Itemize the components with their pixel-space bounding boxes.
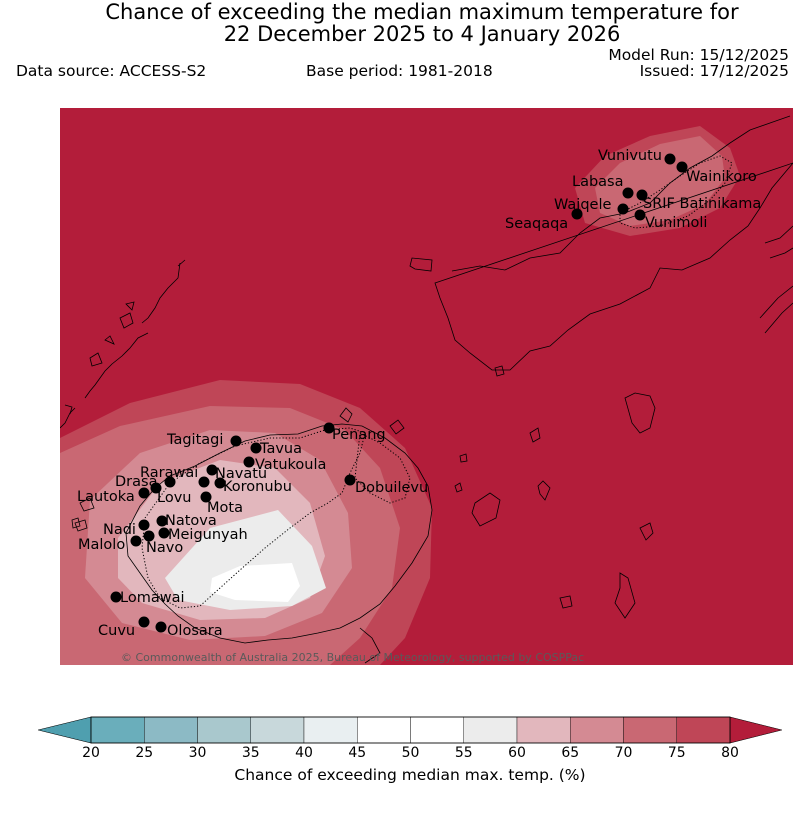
- colorbar-over-arrow: [729, 716, 782, 744]
- station-marker-mota[interactable]: [200, 491, 212, 503]
- station-marker-malolo[interactable]: [130, 535, 142, 547]
- station-label-dobuilevu: Dobuilevu: [355, 480, 428, 496]
- colorbar-segment: [410, 716, 464, 744]
- station-marker-rarawai[interactable]: [206, 464, 218, 476]
- colorbar-segment: [144, 716, 198, 744]
- coastlines: [60, 115, 793, 664]
- station-marker-meigunyah[interactable]: [158, 527, 170, 539]
- station-marker-vunivutu[interactable]: [664, 153, 676, 165]
- station-label-natova: Natova: [165, 513, 217, 529]
- colorbar-tick-label: 80: [721, 745, 739, 761]
- colorbar-segment: [676, 716, 731, 744]
- station-marker-olosara[interactable]: [155, 621, 167, 633]
- colorbar-tick-label: 30: [188, 745, 207, 761]
- station-label-rarawai: Rarawai: [140, 465, 198, 481]
- station-label-wainikoro: Wainikoro: [686, 169, 757, 185]
- station-label-lovu: Lovu: [157, 490, 191, 506]
- station-marker-tagitagi[interactable]: [230, 435, 242, 447]
- station-label-navo: Navo: [146, 540, 183, 556]
- station-label-mota: Mota: [207, 500, 243, 516]
- colorbar: [38, 716, 782, 744]
- station-label-olosara: Olosara: [167, 623, 223, 639]
- contour-70-north: [595, 136, 725, 226]
- map-title-line-2: 22 December 2025 to 4 January 2026: [223, 22, 621, 46]
- station-marker-lomawai[interactable]: [110, 591, 122, 603]
- station-marker-srif-batinikama[interactable]: [636, 189, 648, 201]
- station-marker-labasa[interactable]: [622, 187, 634, 199]
- colorbar-tick-label: 20: [82, 745, 100, 761]
- colorbar-tick-label: 50: [401, 745, 420, 761]
- colorbar-segment: [303, 716, 358, 744]
- probability-map: Vunivutu Wainikoro Labasa Waiqele SRIF B…: [60, 108, 793, 665]
- stations: Vunivutu Wainikoro Labasa Waiqele SRIF B…: [77, 148, 761, 639]
- colorbar-segment: [250, 716, 305, 744]
- district-boundaries: [141, 155, 733, 609]
- station-marker-lovu[interactable]: [138, 487, 150, 499]
- colorbar-segment: [197, 716, 251, 744]
- station-label-tavua: Tavua: [259, 441, 302, 457]
- station-label-penang: Penang: [332, 427, 386, 443]
- station-label-lautoka: Lautoka: [77, 489, 135, 505]
- station-label-seaqaqa: Seaqaqa: [505, 216, 568, 232]
- colorbar-tick-label: 35: [241, 745, 260, 761]
- colorbar-tick-label: 75: [667, 745, 686, 761]
- colorbar-tick-label: 65: [561, 745, 580, 761]
- station-label-vatukoula: Vatukoula: [255, 457, 326, 473]
- issued-label: Issued: 17/12/2025: [639, 62, 789, 80]
- station-marker-navo[interactable]: [143, 530, 155, 542]
- station-label-labasa: Labasa: [572, 174, 624, 190]
- station-marker-vatukoula[interactable]: [243, 456, 255, 468]
- station-marker-koronubu[interactable]: [214, 477, 226, 489]
- station-marker-natova[interactable]: [156, 515, 168, 527]
- data-source-label: Data source: ACCESS-S2: [16, 62, 207, 80]
- station-marker-nadi[interactable]: [138, 519, 150, 531]
- station-label-malolo: Malolo: [78, 537, 125, 553]
- colorbar-outline: [90, 716, 731, 744]
- station-label-tagitagi: Tagitagi: [166, 432, 223, 448]
- colorbar-label: Chance of exceeding median max. temp. (%…: [234, 766, 586, 784]
- map-title-line-1: Chance of exceeding the median maximum t…: [105, 0, 739, 24]
- colorbar-tick-label: 70: [614, 745, 633, 761]
- colorbar-tick-label: 55: [454, 745, 473, 761]
- station-marker-wainikoro[interactable]: [676, 161, 688, 173]
- colorbar-segment: [90, 716, 145, 744]
- station-marker-tavua[interactable]: [250, 442, 262, 454]
- station-marker-cuvu[interactable]: [138, 616, 150, 628]
- station-label-waiqele: Waiqele: [554, 197, 611, 213]
- contour-50-south: [210, 563, 300, 602]
- model-run-label: Model Run: 15/12/2025: [608, 46, 789, 64]
- station-label-navatu: Navatu: [215, 466, 267, 482]
- colorbar-segment: [570, 716, 624, 744]
- station-label-cuvu: Cuvu: [98, 623, 135, 639]
- station-marker-dobuilevu[interactable]: [344, 474, 356, 486]
- colorbar-segment: [516, 716, 571, 744]
- colorbar-tick-label: 40: [295, 745, 313, 761]
- station-marker-drasa[interactable]: [164, 476, 176, 488]
- station-label-meigunyah: Meigunyah: [168, 527, 248, 543]
- station-label-srif-batinikama: SRIF Batinikama: [643, 196, 761, 212]
- station-label-vunivutu: Vunivutu: [598, 148, 662, 164]
- station-marker-vunimoli[interactable]: [634, 209, 646, 221]
- station-label-lomawai: Lomawai: [120, 590, 184, 606]
- station-marker-waiqele[interactable]: [617, 203, 629, 215]
- base-period-label: Base period: 1981-2018: [306, 62, 493, 80]
- station-marker-navatu[interactable]: [198, 476, 210, 488]
- station-marker-lautoka[interactable]: [150, 482, 162, 494]
- station-label-vunimoli: Vunimoli: [645, 215, 707, 231]
- station-marker-penang[interactable]: [323, 422, 335, 434]
- station-label-nadi: Nadi: [103, 522, 136, 538]
- colorbar-tick-label: 45: [348, 745, 367, 761]
- station-label-drasa: Drasa: [115, 474, 157, 490]
- colorbar-under-arrow: [38, 716, 92, 744]
- colorbar-segment: [623, 716, 677, 744]
- station-label-koronubu: Koronubu: [223, 479, 292, 495]
- colorbar-segment: [463, 716, 518, 744]
- station-marker-seaqaqa[interactable]: [571, 208, 583, 220]
- colorbar-tick-label: 25: [135, 745, 154, 761]
- copyright-notice: © Commonwealth of Australia 2025, Bureau…: [121, 651, 584, 664]
- colorbar-tick-label: 60: [508, 745, 526, 761]
- colorbar-segment: [357, 716, 411, 744]
